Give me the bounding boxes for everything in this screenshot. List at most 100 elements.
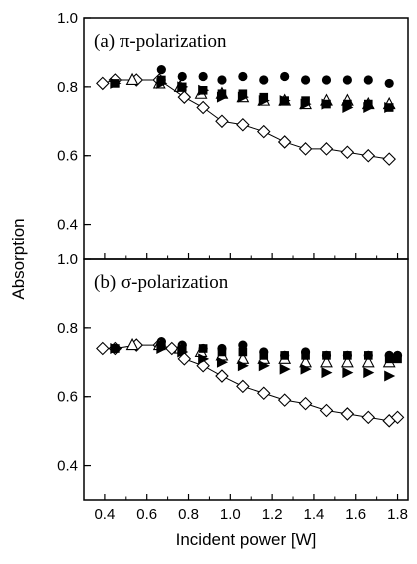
- data-point: [110, 343, 122, 355]
- data-point: [198, 84, 210, 96]
- data-point: [177, 352, 192, 366]
- data-point: [298, 396, 313, 411]
- x-tick-label: 1.6: [345, 506, 366, 523]
- data-point: [125, 337, 139, 351]
- data-point: [157, 340, 166, 350]
- data-point: [384, 354, 394, 364]
- panel-b-frame: [83, 258, 409, 501]
- x-tick-label: 0.6: [136, 506, 157, 523]
- y-tick-label: 0.6: [57, 148, 78, 165]
- data-point: [342, 102, 354, 114]
- data-point: [157, 75, 166, 85]
- data-point: [156, 343, 168, 355]
- x-tick-label: 0.8: [178, 506, 199, 523]
- data-point: [277, 135, 292, 149]
- data-point: [156, 77, 168, 89]
- data-point: [198, 71, 208, 82]
- data-point: [342, 367, 354, 379]
- x-tick-label: 1.2: [262, 506, 283, 523]
- data-point: [363, 351, 373, 360]
- data-point: [277, 393, 292, 407]
- data-point: [390, 410, 405, 425]
- data-point: [177, 71, 187, 82]
- data-point: [393, 354, 402, 364]
- data-point: [361, 148, 376, 163]
- panel-a-frame: [83, 17, 409, 260]
- data-point: [361, 410, 376, 425]
- x-tick-label: 1.4: [304, 506, 325, 523]
- data-point: [343, 351, 352, 360]
- data-point: [165, 341, 179, 356]
- y-tick-label: 0.6: [57, 389, 78, 406]
- data-point: [259, 75, 269, 85]
- data-point: [256, 124, 271, 139]
- data-point: [279, 363, 291, 375]
- data-point: [280, 351, 289, 360]
- data-point: [320, 355, 333, 368]
- x-tick-label: 1.8: [387, 506, 408, 523]
- data-point: [301, 96, 310, 105]
- data-point: [238, 347, 248, 357]
- data-point: [216, 356, 228, 368]
- data-point: [258, 95, 270, 107]
- panel-b: (b) σ-polarization 0.40.60.81.0 0.4 0.6 0.…: [57, 251, 409, 523]
- data-point: [319, 403, 334, 418]
- data-point: [198, 353, 210, 365]
- data-point: [300, 98, 312, 110]
- data-point: [110, 77, 122, 89]
- data-point: [258, 360, 270, 372]
- data-point: [280, 71, 290, 82]
- y-tick-label: 0.8: [57, 79, 78, 96]
- series-filled-triangle-right: [110, 77, 396, 114]
- data-point: [256, 386, 271, 401]
- data-point: [177, 344, 187, 353]
- data-point: [125, 72, 139, 86]
- data-point: [363, 99, 373, 109]
- data-point: [298, 142, 313, 156]
- data-point: [198, 344, 208, 353]
- data-point: [384, 78, 394, 89]
- y-tick-label: 0.4: [57, 217, 78, 234]
- data-point: [96, 341, 110, 356]
- data-point: [340, 145, 355, 160]
- data-point: [238, 89, 248, 99]
- data-point: [382, 152, 396, 166]
- panel-b-y-axis: 0.4 0.6 0.8 1.0: [57, 251, 91, 475]
- panel-b-title: (b) σ-polarization: [94, 272, 229, 293]
- data-point: [96, 76, 110, 91]
- data-point: [216, 91, 228, 103]
- data-point: [343, 99, 352, 109]
- series-line: [102, 344, 398, 422]
- data-point: [238, 340, 248, 350]
- data-point: [215, 369, 229, 383]
- data-point: [319, 142, 334, 156]
- data-point: [259, 92, 269, 102]
- x-axis-label: Incident power [W]: [176, 530, 317, 549]
- y-tick-label: 0.8: [57, 320, 78, 337]
- data-point: [340, 407, 355, 421]
- data-point: [217, 75, 227, 85]
- data-point: [156, 65, 166, 75]
- y-tick-label: 1.0: [57, 10, 78, 27]
- data-point: [361, 355, 375, 368]
- series-filled-circle: [156, 65, 394, 89]
- panel-a: (a) π-polarization 0.4 0.6 0.8 1.0: [57, 10, 409, 260]
- y-axis-label: Absorption: [9, 218, 28, 299]
- data-point: [215, 114, 229, 129]
- data-point: [300, 75, 311, 85]
- series-filled-triangle-right: [110, 343, 396, 382]
- series-open-diamond: [96, 338, 405, 428]
- panel-b-x-axis: 0.4 0.6 0.8 1.0 1.2 1.4 1.6 1.8: [94, 494, 408, 523]
- data-point: [217, 347, 227, 357]
- y-tick-label: 0.4: [57, 458, 78, 475]
- data-point: [279, 95, 291, 107]
- panel-b-series: [96, 337, 405, 428]
- data-point: [363, 367, 375, 379]
- data-point: [259, 351, 269, 360]
- data-point: [384, 102, 396, 114]
- data-point: [236, 117, 250, 132]
- data-point: [196, 100, 210, 115]
- data-point: [237, 91, 249, 103]
- data-point: [300, 363, 312, 375]
